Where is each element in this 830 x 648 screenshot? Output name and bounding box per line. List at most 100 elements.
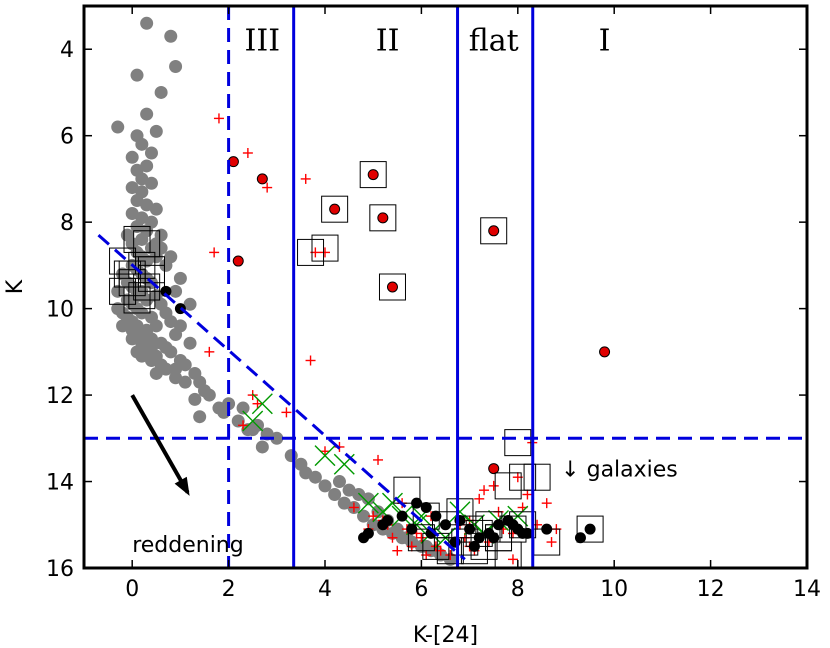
green-x-b <box>242 410 264 432</box>
diagonal-cut-line <box>97 233 466 561</box>
gray-point <box>169 60 183 74</box>
gray-point <box>231 414 245 428</box>
green-x-b <box>372 501 394 523</box>
red-cross-point <box>247 390 258 401</box>
plot-frame <box>82 4 809 570</box>
boxed-source-square <box>378 273 406 301</box>
green-x-b <box>381 492 403 514</box>
black-dot-point <box>382 514 394 526</box>
gray-point <box>357 509 371 523</box>
x-tick-label: 8 <box>511 577 525 602</box>
class-label-iii: III <box>245 24 281 59</box>
boxed-source-square <box>470 532 498 560</box>
series-field-stars <box>111 16 457 566</box>
black-dot-point <box>420 501 432 513</box>
boxed-source-square <box>128 282 156 310</box>
y-tick-label: 12 <box>46 384 74 409</box>
x-tick-label: 12 <box>697 577 725 602</box>
gray-point <box>125 150 139 164</box>
gray-point <box>111 284 125 298</box>
gray-point <box>390 522 404 536</box>
boxed-source-square <box>369 204 397 232</box>
red-cross-point <box>281 407 292 418</box>
gray-point <box>202 388 216 402</box>
gray-point <box>111 120 125 134</box>
green-x-b <box>357 492 379 514</box>
boxed-source-square <box>509 463 537 491</box>
green-x-point <box>381 492 403 514</box>
gray-point <box>120 315 134 329</box>
boxed-source-square <box>118 260 146 288</box>
green-x-b <box>449 501 471 523</box>
red-cross-point <box>416 532 427 543</box>
gray-point <box>183 336 197 350</box>
gray-point <box>140 107 154 121</box>
boxed-source-square <box>451 528 479 556</box>
reddening-label: reddening <box>132 533 244 558</box>
boxed-source-square <box>407 524 435 552</box>
red-cross-point <box>546 537 557 548</box>
gray-point <box>154 228 168 242</box>
red-dot-point <box>256 173 268 185</box>
gray-point <box>270 431 284 445</box>
boxed-source-square <box>494 541 522 568</box>
x-axis-title: K-[24] <box>413 623 478 648</box>
y-tick-label: 10 <box>46 298 74 323</box>
red-cross-point <box>392 545 403 556</box>
gray-point <box>193 410 207 424</box>
green-x-b <box>251 393 273 415</box>
gray-point <box>352 488 366 502</box>
red-dot-point <box>232 255 244 267</box>
red-cross-point <box>242 147 253 158</box>
class-label-ii: II <box>376 24 400 59</box>
boxed-source-square <box>523 463 551 491</box>
boxed-source-square <box>576 515 604 543</box>
y-tick-label: 8 <box>60 211 74 236</box>
boxed-source-square <box>297 238 325 266</box>
red-cross-point <box>387 532 398 543</box>
boxed-source-square <box>412 502 440 530</box>
gray-point <box>164 29 178 43</box>
gray-point <box>130 68 144 82</box>
gray-point <box>149 202 163 216</box>
gray-point <box>169 371 183 385</box>
black-dot-point <box>430 510 442 522</box>
boxed-source-square <box>436 537 464 565</box>
boxed-source-square <box>485 524 513 552</box>
red-cross-point <box>522 489 533 500</box>
x-tick-label: 2 <box>222 577 236 602</box>
boxed-source-square <box>137 264 165 292</box>
boxed-source-square <box>311 234 339 262</box>
gray-point <box>332 475 346 489</box>
boxed-source-square <box>321 195 349 223</box>
red-cross-point <box>305 355 316 366</box>
series-black-dots <box>160 285 586 552</box>
plot-content <box>109 16 611 568</box>
reddening-arrow-head <box>174 476 190 496</box>
red-cross-point <box>541 498 552 509</box>
red-cross-point <box>238 420 249 431</box>
gray-point <box>140 328 154 342</box>
boxed-source-square <box>504 429 532 457</box>
red-cross-point <box>348 502 359 513</box>
gray-point <box>255 440 269 454</box>
x-tick-label: 6 <box>414 577 428 602</box>
red-cross-point <box>373 454 384 465</box>
boxed-source-square <box>359 161 387 189</box>
black-dot-point <box>362 527 374 539</box>
green-x-point <box>251 393 273 415</box>
boxed-source-square <box>446 498 474 526</box>
red-cross-point <box>430 541 441 552</box>
red-cross-point <box>252 398 263 409</box>
green-x-point <box>449 501 471 523</box>
y-tick-label: 16 <box>46 557 74 582</box>
gray-point <box>164 250 178 264</box>
red-dot-point <box>488 463 500 475</box>
gray-point <box>217 405 231 419</box>
boxed-source-square <box>494 472 522 500</box>
red-cross-point <box>320 247 330 258</box>
gray-point <box>144 176 158 190</box>
x-tick-label: 10 <box>600 577 628 602</box>
gray-point <box>140 16 154 30</box>
gray-point <box>111 302 125 316</box>
